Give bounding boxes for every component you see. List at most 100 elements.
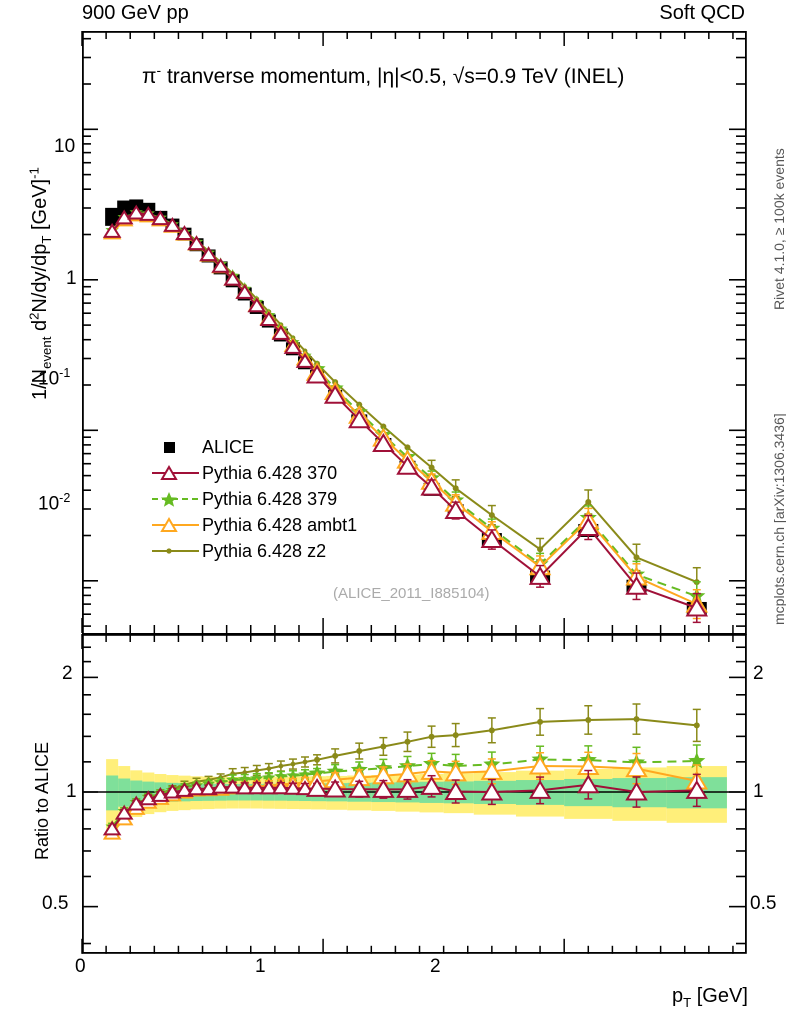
ratio-band-outer [130, 770, 143, 817]
data-marker-triangle [685, 770, 709, 790]
data-marker-triangle [420, 760, 443, 780]
data-marker-dot [266, 309, 272, 315]
data-marker-triangle [444, 500, 467, 520]
data-marker-star [274, 769, 288, 783]
ratio-band-outer [326, 775, 348, 810]
ratio-band-outer [142, 772, 155, 815]
alice-data-block [165, 218, 180, 232]
data-marker-dot [278, 763, 284, 769]
data-marker-star [688, 587, 706, 604]
data-marker-star [447, 756, 465, 774]
alice-data-block [225, 274, 240, 288]
ratio-band-outer [419, 773, 444, 813]
data-marker-triangle [577, 774, 600, 794]
alice-data-block [399, 460, 416, 474]
data-marker-dot [266, 766, 272, 772]
alice-data-block [626, 579, 647, 593]
data-marker-triangle [199, 780, 218, 796]
legend-marker-triangle-amber-icon [152, 517, 199, 532]
data-marker-triangle [372, 432, 395, 452]
data-marker-triangle [235, 283, 255, 299]
data-marker-star [238, 282, 252, 295]
data-marker-triangle [163, 783, 182, 799]
ratio-band-outer [612, 767, 667, 821]
data-marker-star [398, 448, 417, 465]
data-marker-star [105, 223, 119, 237]
data-marker-dot [170, 221, 175, 227]
x-axis-title: pT [GeV] [672, 985, 748, 1010]
legend-item-pythia-ambt1[interactable]: Pythia 6.428 ambt1 [152, 512, 357, 538]
data-marker-dot [290, 335, 296, 341]
data-marker-dot [121, 216, 127, 222]
data-marker-triangle [625, 575, 648, 595]
data-marker-triangle [295, 353, 315, 368]
data-marker-triangle [211, 257, 230, 273]
data-marker-dot [452, 732, 459, 739]
data-marker-triangle [528, 755, 552, 775]
data-marker-dot [488, 727, 495, 734]
data-marker-triangle [480, 529, 504, 549]
data-marker-triangle [247, 777, 267, 793]
data-marker-triangle [295, 780, 315, 796]
data-marker-dot [302, 759, 308, 765]
data-marker-triangle [577, 509, 600, 529]
ratio-line-Pythia-6-428-z2 [111, 718, 697, 832]
data-marker-triangle [528, 779, 552, 799]
legend-item-pythia-z2[interactable]: Pythia 6.428 z2 [152, 538, 357, 564]
ratio-band-inner [262, 783, 275, 801]
data-marker-triangle [138, 206, 158, 221]
data-marker-triangle [305, 364, 329, 384]
data-marker-triangle [323, 778, 347, 798]
ratio-ytick-1-left: 1 [66, 781, 77, 802]
ratio-band-outer [250, 776, 263, 809]
data-marker-dot [242, 283, 248, 289]
data-marker-dot [633, 554, 640, 561]
data-marker-triangle [175, 783, 194, 799]
legend-item-pythia-370[interactable]: Pythia 6.428 370 [152, 460, 357, 486]
data-marker-triangle [444, 781, 467, 801]
ratio-band-outer [190, 776, 203, 810]
ratio-y-axis-title: Ratio to ALICE [32, 741, 52, 860]
alice-data-block [141, 202, 156, 221]
data-marker-triangle [480, 781, 504, 801]
data-marker-triangle [685, 597, 709, 617]
data-marker-dot [302, 348, 308, 354]
ratio-band-inner [371, 782, 396, 803]
data-marker-triangle [283, 338, 303, 354]
data-marker-triangle [305, 777, 329, 797]
ratio-panel-frame-top [82, 634, 745, 636]
main-panel-frame-left [82, 31, 84, 633]
ratio-ytick-05-right: 0.5 [750, 893, 777, 914]
data-marker-dot [314, 360, 321, 367]
legend-item-pythia-379[interactable]: Pythia 6.428 379 [152, 486, 357, 512]
data-marker-star [129, 795, 143, 808]
legend-label-pythia-370: Pythia 6.428 370 [202, 462, 338, 483]
data-marker-dot [537, 718, 544, 725]
ratio-band-outer [515, 770, 565, 817]
alice-data-block [189, 238, 204, 252]
data-marker-dot [230, 771, 236, 777]
ratio-band-inner [515, 780, 565, 805]
data-marker-triangle [247, 296, 267, 312]
data-marker-triangle [528, 565, 552, 585]
data-marker-triangle [271, 776, 291, 791]
ratio-band-outer [118, 766, 131, 823]
data-marker-triangle [211, 258, 230, 274]
data-marker-triangle [577, 756, 600, 775]
data-marker-dot [170, 786, 175, 792]
ratio-panel-frame-right [745, 634, 747, 954]
ratio-band-inner [326, 783, 348, 802]
data-marker-dot [242, 770, 248, 775]
data-marker-triangle [528, 556, 552, 576]
ratio-band-inner [274, 783, 287, 801]
data-marker-triangle [163, 216, 182, 232]
ratio-band-inner [347, 782, 372, 802]
header-left: 900 GeV pp [82, 2, 189, 24]
data-marker-star [117, 804, 131, 817]
data-marker-triangle [163, 786, 182, 802]
data-marker-triangle [138, 793, 158, 809]
legend-item-alice[interactable]: ALICE [152, 434, 357, 460]
data-marker-star [165, 783, 180, 797]
data-marker-triangle [235, 283, 255, 299]
